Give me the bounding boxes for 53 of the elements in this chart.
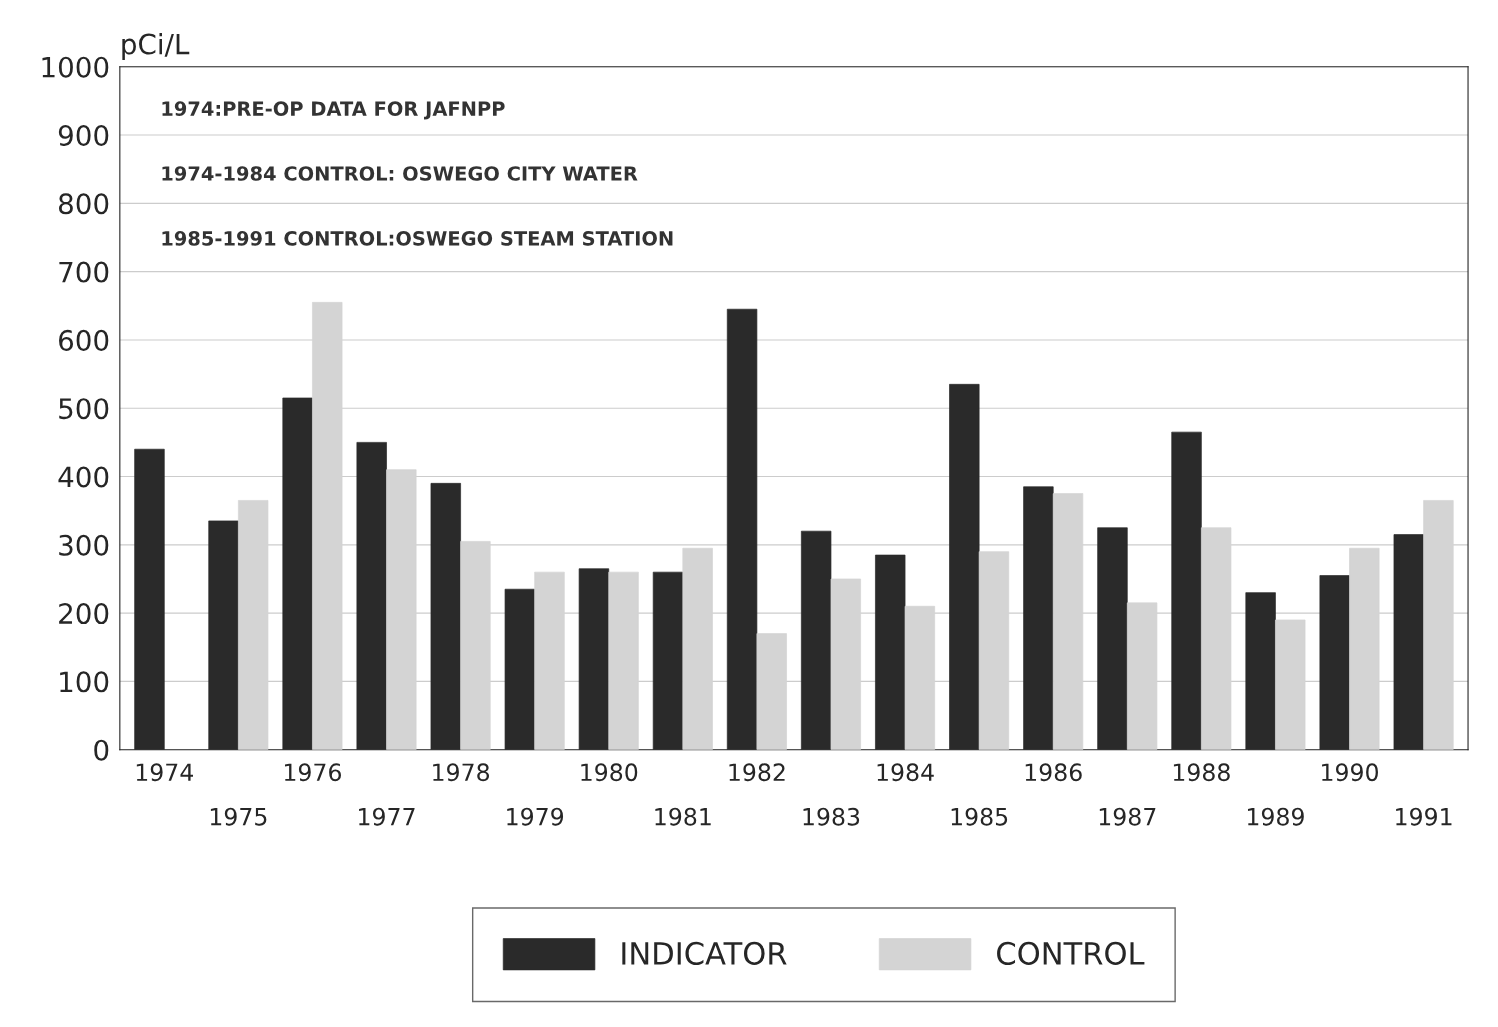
bar (1393, 534, 1424, 750)
legend-label: INDICATOR (622, 941, 787, 965)
annotation: 1974-1984 CONTROL: OSWEGO CITY WATER (162, 166, 638, 181)
bar (356, 442, 387, 750)
bar (875, 554, 906, 750)
x-tick-label: 1979 (507, 807, 564, 826)
x-tick-label: 1977 (359, 807, 415, 826)
x-tick-label: 1978 (433, 763, 490, 782)
bar (430, 483, 461, 750)
x-tick-label: 1984 (877, 763, 934, 782)
annotation: 1974:PRE-OP DATA FOR JAFNPP (162, 101, 505, 120)
x-tick-label: 1987 (1099, 807, 1156, 826)
x-tick-label: 1989 (1247, 807, 1304, 826)
bar (1319, 575, 1350, 750)
y-axis-title: pCi/L (122, 33, 190, 60)
y-tick-label: 400 (58, 466, 109, 488)
bar (134, 448, 165, 750)
y-tick-label: 200 (59, 603, 109, 625)
x-tick-label: 1986 (1025, 763, 1082, 782)
bar (1023, 486, 1054, 750)
annotation: 1985-1991 CONTROL:OSWEGO STEAM STATION (162, 231, 673, 246)
y-tick-label: 600 (59, 329, 109, 351)
bar (208, 520, 239, 750)
x-tick-label: 1980 (581, 763, 638, 782)
bar (578, 568, 610, 750)
y-tick-label: 800 (58, 193, 109, 215)
bar (652, 571, 684, 750)
x-tick-label: 1974 (136, 763, 194, 782)
x-tick-label: 1991 (1396, 807, 1452, 826)
x-tick-label: 1981 (655, 807, 711, 826)
legend-label: CONTROL (997, 941, 1145, 965)
x-tick-label: 1976 (284, 763, 341, 782)
x-tick-label: 1985 (951, 807, 1008, 826)
bar (282, 397, 313, 750)
y-tick-label: 1000 (42, 56, 109, 78)
bar (1171, 431, 1202, 750)
bar (801, 530, 832, 750)
x-tick-label: 1982 (729, 763, 785, 782)
y-tick-label: 500 (59, 398, 109, 420)
y-tick-label: 300 (59, 534, 109, 556)
x-tick-label: 1983 (803, 807, 860, 826)
y-tick-label: 700 (59, 261, 109, 283)
y-tick-label: 900 (58, 124, 109, 146)
x-tick-label: 1990 (1322, 763, 1378, 782)
y-tick-label: 100 (60, 671, 109, 693)
bar (1097, 527, 1128, 750)
x-tick-label: 1975 (210, 807, 267, 826)
bar (949, 383, 980, 750)
y-tick-label: 0 (94, 739, 109, 761)
bar (1245, 592, 1276, 750)
bar (726, 308, 758, 750)
x-tick-label: 1988 (1173, 763, 1230, 782)
bar (504, 588, 536, 750)
